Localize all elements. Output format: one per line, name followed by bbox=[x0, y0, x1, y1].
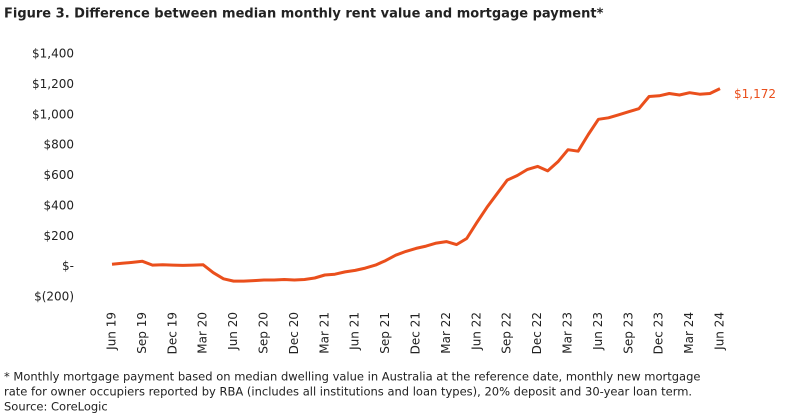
x-tick-label: Mar 20 bbox=[196, 312, 210, 354]
value-label: $1,172 bbox=[734, 87, 776, 101]
x-tick-label: Jun 20 bbox=[226, 312, 240, 351]
y-tick-label: $200 bbox=[43, 229, 74, 243]
x-tick-label: Jun 23 bbox=[591, 312, 605, 351]
y-tick-label: $400 bbox=[43, 198, 74, 212]
footnote: rate for owner occupiers reported by RBA… bbox=[4, 385, 692, 399]
x-tick-label: Jun 22 bbox=[469, 312, 483, 351]
y-tick-label: $800 bbox=[43, 138, 74, 152]
footnote: * Monthly mortgage payment based on medi… bbox=[4, 370, 700, 384]
y-tick-label: $1,400 bbox=[32, 47, 74, 61]
x-tick-label: Jun 24 bbox=[713, 312, 727, 351]
x-tick-label: Dec 22 bbox=[530, 312, 544, 354]
x-tick-label: Dec 23 bbox=[652, 312, 666, 354]
x-tick-label: Sep 22 bbox=[500, 312, 514, 354]
footnote: Source: CoreLogic bbox=[4, 400, 108, 414]
y-tick-label: $1,200 bbox=[32, 77, 74, 91]
x-tick-label: Dec 19 bbox=[165, 312, 179, 354]
x-tick-label: Sep 23 bbox=[621, 312, 635, 354]
x-tick-label: Mar 21 bbox=[317, 312, 331, 354]
x-tick-label: Mar 22 bbox=[439, 312, 453, 354]
chart-title: Figure 3. Difference between median mont… bbox=[4, 7, 604, 22]
x-tick-label: Sep 20 bbox=[257, 312, 271, 354]
line bbox=[111, 87, 721, 283]
x-tick-label: Mar 24 bbox=[682, 312, 696, 354]
y-tick-label: $600 bbox=[43, 168, 74, 182]
y-tick-label: $1,000 bbox=[32, 107, 74, 121]
x-tick-label: Dec 21 bbox=[409, 312, 423, 354]
x-tick-label: Jun 19 bbox=[105, 312, 119, 351]
x-tick-label: Sep 19 bbox=[135, 312, 149, 354]
x-tick-label: Mar 23 bbox=[561, 312, 575, 354]
y-tick-label: $- bbox=[62, 259, 74, 273]
x-tick-label: Jun 21 bbox=[348, 312, 362, 351]
y-tick-label: $(200) bbox=[34, 290, 74, 304]
x-tick-label: Sep 21 bbox=[378, 312, 392, 354]
x-tick-label: Dec 20 bbox=[287, 312, 301, 354]
